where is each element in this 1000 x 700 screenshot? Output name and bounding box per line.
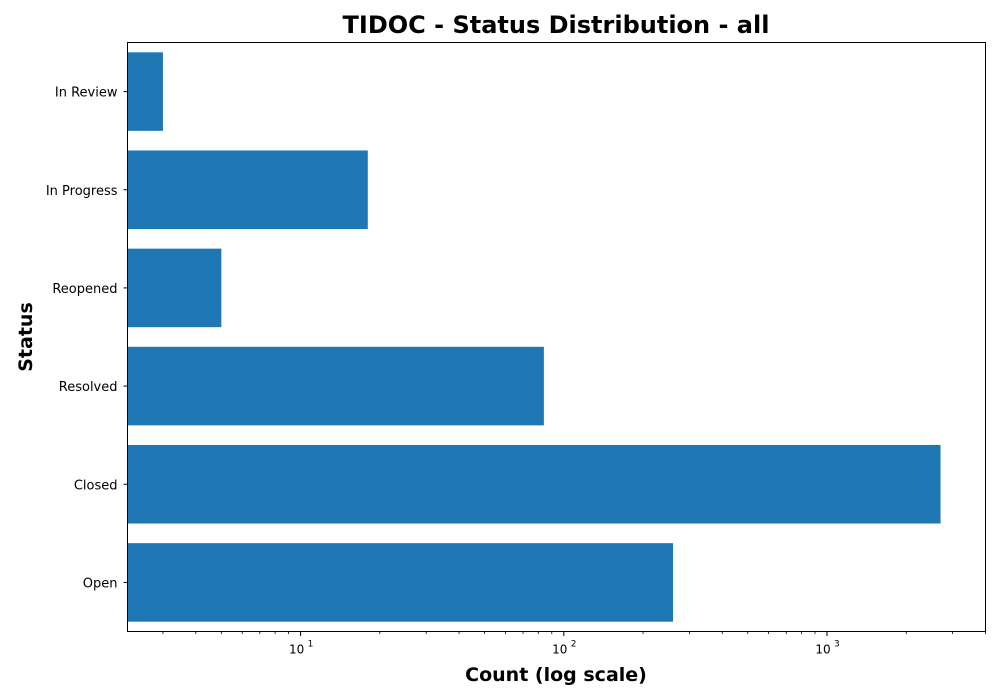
x-tick-label-exponent: 3	[834, 640, 840, 650]
y-tick-label-resolved: Resolved	[59, 380, 118, 395]
chart-title: TIDOC - Status Distribution - all	[343, 11, 770, 39]
y-tick-label-reopened: Reopened	[52, 282, 117, 297]
plot-frame	[127, 42, 986, 632]
y-axis: Open Closed Resolved Reopened In Progress In …	[46, 86, 128, 591]
bar-in-progress	[127, 150, 368, 230]
y-tick-label-in-review: In Review	[55, 86, 118, 101]
bar-closed	[127, 444, 941, 524]
bar-in-review	[127, 52, 163, 131]
bars-group	[127, 52, 941, 622]
x-tick-label: 10	[552, 643, 567, 657]
y-tick-label-closed: Closed	[74, 478, 118, 493]
y-axis-label: Status	[15, 302, 37, 372]
bar-open	[127, 543, 674, 622]
bar-resolved	[127, 346, 544, 426]
x-tick-label: 10	[289, 643, 304, 657]
x-tick-label: 10	[815, 643, 830, 657]
x-tick-label-exponent: 2	[571, 640, 577, 650]
y-tick-label-open: Open	[83, 576, 118, 591]
bar-reopened	[127, 248, 222, 328]
x-tick-label-exponent: 1	[308, 640, 314, 650]
x-axis: 10 1 10 2 10 3	[162, 631, 986, 657]
x-axis-label: Count (log scale)	[465, 664, 647, 686]
y-tick-label-in-progress: In Progress	[46, 184, 118, 199]
